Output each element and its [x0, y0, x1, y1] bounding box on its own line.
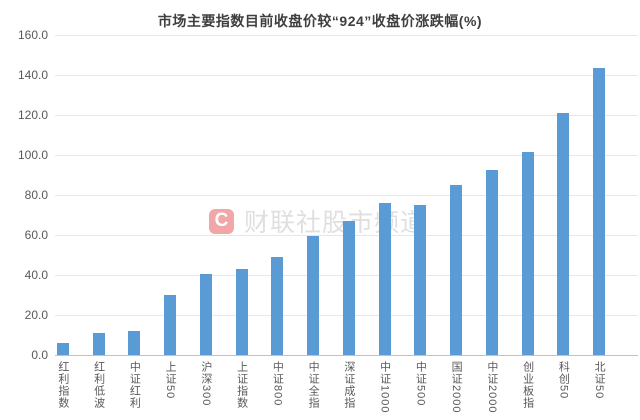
x-axis-labels: 红利指数 红利低波 中证红利 上证50 沪深300 上证指数 中证800 中证全指 深证成指 中证…	[45, 361, 617, 413]
y-tick-label: 40.0	[24, 268, 48, 282]
bar-上证50	[164, 295, 177, 355]
gridline	[55, 155, 638, 156]
x-tick-label: 中证1000	[378, 361, 391, 414]
y-tick-label: 80.0	[24, 188, 48, 202]
bar-column	[260, 257, 296, 355]
x-label-column: 红利指数	[45, 361, 81, 413]
bar-深证成指	[342, 221, 355, 355]
x-tick-label: 红利低波	[92, 361, 105, 409]
bar-中证红利	[128, 331, 141, 355]
bar-上证指数	[235, 269, 248, 355]
bar-沪深300	[199, 274, 212, 355]
bar-创业板指	[521, 151, 534, 355]
gridline	[55, 75, 638, 76]
x-label-column: 科创50	[546, 361, 582, 413]
bar-column	[546, 113, 582, 355]
bar-红利低波	[92, 333, 105, 355]
bar-column	[152, 295, 188, 355]
x-label-column: 上证指数	[224, 361, 260, 413]
x-tick-label: 上证50	[164, 361, 177, 400]
x-label-column: 中证1000	[367, 361, 403, 413]
x-tick-label: 中证800	[271, 361, 284, 407]
watermark: C 财联社股市频道	[209, 203, 426, 239]
bar-国证2000	[450, 185, 463, 355]
y-tick-label: 120.0	[17, 108, 48, 122]
x-tick-label: 科创50	[557, 361, 570, 400]
x-label-column: 中证红利	[117, 361, 153, 413]
x-label-column: 中证2000	[474, 361, 510, 413]
x-label-column: 中证全指	[295, 361, 331, 413]
bar-中证全指	[307, 236, 320, 355]
x-label-column: 沪深300	[188, 361, 224, 413]
bar-column	[295, 236, 331, 355]
x-tick-label: 沪深300	[199, 361, 212, 407]
x-tick-label: 上证指数	[235, 361, 248, 409]
x-label-column: 中证800	[260, 361, 296, 413]
y-tick-label: 20.0	[24, 308, 48, 322]
x-label-column: 中证500	[403, 361, 439, 413]
y-tick-label: 60.0	[24, 228, 48, 242]
x-label-column: 上证50	[152, 361, 188, 413]
x-tick-label: 国证2000	[450, 361, 463, 414]
bar-column	[224, 269, 260, 355]
x-label-column: 国证2000	[438, 361, 474, 413]
chart-title: 市场主要指数目前收盘价较“924”收盘价涨跌幅(%)	[157, 13, 483, 29]
x-tick-label: 创业板指	[521, 361, 534, 409]
bar-column	[367, 203, 403, 355]
bar-column	[81, 333, 117, 355]
bar-column	[331, 221, 367, 355]
x-label-column: 北证50	[581, 361, 617, 413]
bar-column	[403, 205, 439, 355]
y-tick-label: 140.0	[17, 68, 48, 82]
bar-中证500	[414, 205, 427, 355]
bar-column	[188, 274, 224, 355]
bar-中证2000	[485, 170, 498, 355]
bar-红利指数	[56, 343, 69, 355]
x-tick-label: 中证红利	[128, 361, 141, 409]
bar-中证1000	[378, 203, 391, 355]
x-tick-label: 中证2000	[485, 361, 498, 414]
y-tick-label: 100.0	[17, 148, 48, 162]
watermark-text: 财联社股市频道	[244, 209, 427, 237]
bar-column	[581, 67, 617, 355]
gridline	[55, 35, 638, 36]
bar-中证800	[271, 257, 284, 355]
bar-科创50	[557, 113, 570, 355]
x-label-column: 红利低波	[81, 361, 117, 413]
x-tick-label: 中证500	[414, 361, 427, 407]
bars-row	[45, 35, 617, 355]
y-tick-label: 160.0	[17, 28, 48, 42]
bar-column	[474, 170, 510, 355]
x-tick-label: 中证全指	[307, 361, 320, 409]
x-tick-label: 北证50	[593, 361, 606, 400]
y-tick-label: 0.0	[31, 348, 48, 362]
x-tick-label: 红利指数	[56, 361, 69, 409]
gridline	[55, 115, 638, 116]
gridline	[55, 195, 638, 196]
cailianshe-logo-icon: C	[209, 208, 234, 234]
x-tick-label: 深证成指	[342, 361, 355, 409]
gridline	[55, 355, 638, 356]
bar-column	[117, 331, 153, 355]
bar-北证50	[593, 67, 606, 355]
bar-column	[438, 185, 474, 355]
x-label-column: 深证成指	[331, 361, 367, 413]
x-label-column: 创业板指	[510, 361, 546, 413]
bar-column	[45, 343, 81, 355]
bar-column	[510, 151, 546, 355]
